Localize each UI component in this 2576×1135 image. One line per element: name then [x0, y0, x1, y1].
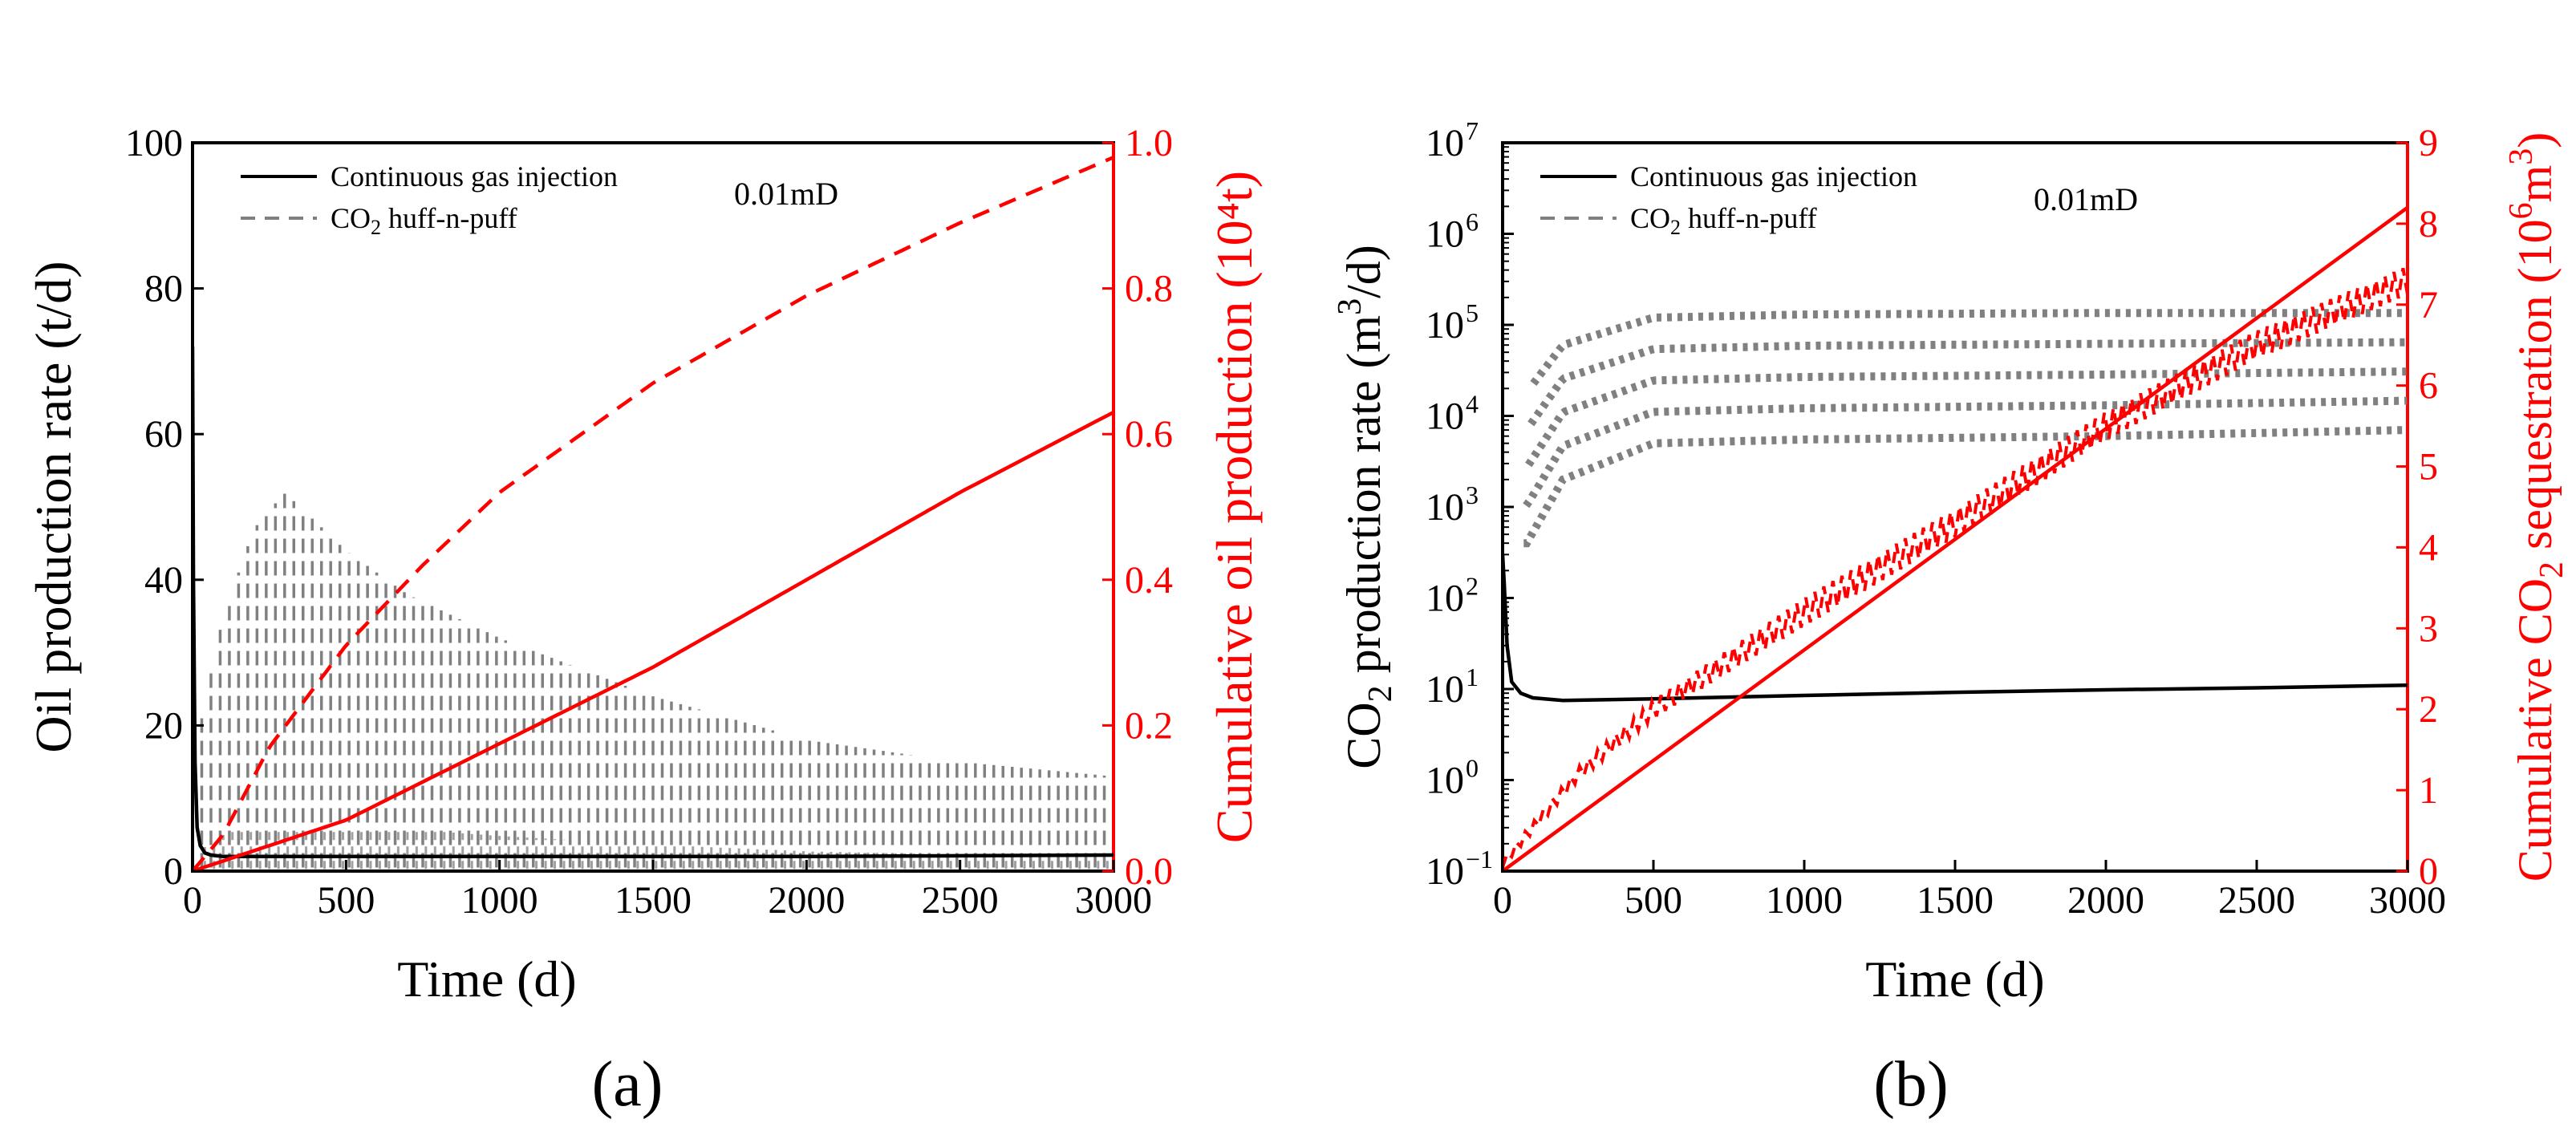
legend-continuous-label: Continuous gas injection: [331, 160, 618, 193]
huff-n-puff-co2-rate-band: [1523, 426, 2408, 548]
y-left-tick-exponent: 7: [1466, 116, 1479, 145]
panel-b-right-y-title: Cumulative CO2 sequestration (106m3): [2503, 132, 2570, 882]
y-right-tick-label: 1: [2419, 769, 2438, 812]
y-left-tick-label: 10: [1426, 122, 1464, 164]
y-left-tick-label: 40: [144, 559, 183, 602]
y-right-tick-label: 6: [2419, 365, 2438, 407]
huff-n-puff-cumulative-co2-line: [1503, 267, 2408, 868]
panel-a-left-y-title: Oil production rate (t/d): [25, 261, 82, 752]
y-left-tick-exponent: 1: [1466, 663, 1479, 691]
x-tick-label: 0: [1493, 879, 1512, 922]
panel-b-legend: Continuous gas injection CO2 huff-n-puff: [1540, 160, 1917, 239]
y-right-tick-label: 2: [2419, 688, 2438, 731]
panel-a-plot-area: [193, 156, 1114, 871]
huff-n-puff-co2-rate-band: [1530, 309, 2405, 387]
x-tick-label: 2500: [922, 879, 999, 922]
y-left-tick-label: 10: [1426, 395, 1464, 438]
y-right-tick-label: 0: [2419, 850, 2438, 893]
y-left-tick-label: 10: [1426, 578, 1464, 620]
x-tick-label: 1500: [1917, 879, 1994, 922]
y-left-tick-exponent: 4: [1466, 390, 1479, 419]
huff-n-puff-co2-rate-band: [1525, 367, 2407, 468]
y-right-tick-label: 9: [2419, 122, 2438, 164]
panel-a-right-y-title: Cumulative oil production (10⁴t): [1206, 171, 1263, 843]
panel-b-frame: [1501, 141, 2409, 873]
y-right-tick-label: 8: [2419, 203, 2438, 245]
y-right-tick-label: 0.2: [1125, 704, 1173, 747]
y-right-tick-label: 7: [2419, 284, 2438, 326]
panel-a-permeability: 0.01mD: [734, 176, 838, 212]
y-right-tick-label: 0.8: [1125, 268, 1173, 310]
y-left-tick-exponent: 6: [1466, 208, 1479, 237]
y-left-tick-label: 10: [1426, 486, 1464, 529]
continuous-rate-line: [193, 347, 1114, 859]
huff-n-puff-co2-rate-bands: [1523, 309, 2408, 548]
y-left-tick-label: 80: [144, 268, 183, 310]
x-tick-label: 500: [317, 879, 375, 922]
x-tick-label: 1500: [615, 879, 692, 922]
y-right-tick-label: 4: [2419, 526, 2438, 569]
y-right-tick-label: 5: [2419, 446, 2438, 488]
panel-b-x-title: Time (d): [1865, 951, 2044, 1007]
y-left-tick-label: 10: [1426, 213, 1464, 256]
y-left-tick-exponent: 5: [1466, 298, 1479, 327]
panel-b-left-y-title: CO2 production rate (m3/d): [1332, 245, 1399, 769]
y-left-tick-label: 10: [1426, 304, 1464, 347]
y-right-tick-label: 3: [2419, 607, 2438, 650]
y-left-tick-label: 10: [1426, 668, 1464, 711]
huff-n-puff-cumulative-line: [193, 156, 1114, 871]
y-left-tick-exponent: 0: [1466, 754, 1479, 783]
y-left-tick-exponent: 2: [1466, 572, 1479, 601]
panel-a-label: (a): [592, 1049, 663, 1120]
y-left-tick-label: 60: [144, 413, 183, 456]
y-right-tick-label: 0.4: [1125, 559, 1173, 602]
continuous-cumulative-co2-line: [1503, 205, 2408, 871]
x-tick-label: 1000: [1766, 879, 1843, 922]
x-tick-label: 2000: [2067, 879, 2144, 922]
x-tick-label: 3000: [1075, 879, 1152, 922]
panel-a-frame: [191, 141, 1115, 873]
y-left-tick-exponent: 3: [1466, 480, 1479, 509]
panel-b-plot-area: [1503, 205, 2408, 871]
panel-a-x-title: Time (d): [397, 951, 576, 1007]
huff-n-puff-rate-series: [200, 492, 1109, 869]
legend-continuous-label: Continuous gas injection: [1630, 160, 1917, 193]
y-right-tick-label: 0.6: [1125, 413, 1173, 456]
x-tick-label: 1000: [461, 879, 538, 922]
y-right-tick-label: 1.0: [1125, 122, 1173, 164]
panel-a-legend: Continuous gas injection CO2 huff-n-puff: [241, 160, 618, 239]
y-left-tick-label: 10: [1426, 850, 1464, 893]
y-left-tick-label: 10: [1426, 760, 1464, 802]
y-left-tick-label: 100: [125, 122, 183, 164]
legend-huff-label: CO2 huff-n-puff: [331, 202, 517, 239]
y-right-tick-label: 0.0: [1125, 850, 1173, 893]
panel-b-permeability: 0.01mD: [2034, 181, 2138, 217]
y-left-tick-label: 20: [144, 704, 183, 747]
continuous-cumulative-line: [193, 411, 1114, 871]
continuous-co2-rate-line: [1503, 554, 2408, 703]
legend-huff-label: CO2 huff-n-puff: [1630, 202, 1817, 239]
panel-b-label: (b): [1873, 1049, 1948, 1120]
panel-a-ticks: 0 500 1000 1500 2000 2500 3000 0 20 40 60 80 100 0.0 0…: [125, 122, 1173, 922]
panel-a: 0 500 1000 1500 2000 2500 3000 0 20 40 60 80 100 0.0 0…: [25, 122, 1263, 1120]
x-tick-label: 3000: [2369, 879, 2446, 922]
x-tick-label: 2000: [768, 879, 845, 922]
x-tick-label: 500: [1625, 879, 1682, 922]
x-tick-label: 0: [183, 879, 202, 922]
y-left-tick-exponent: −1: [1466, 845, 1493, 874]
y-left-tick-label: 0: [164, 850, 183, 893]
x-tick-label: 2500: [2218, 879, 2295, 922]
huff-n-puff-co2-rate-band: [1523, 396, 2408, 509]
